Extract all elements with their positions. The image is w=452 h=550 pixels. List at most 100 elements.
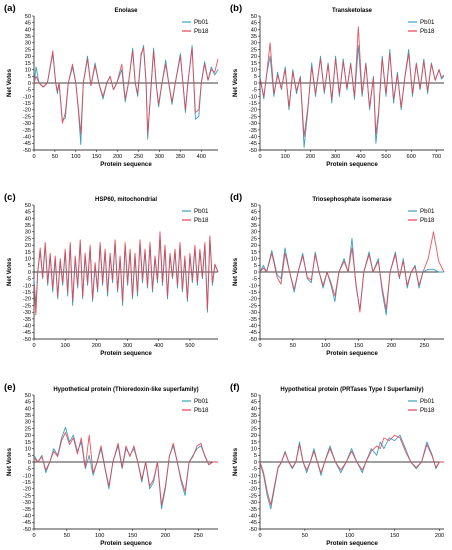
y-tick-label: 40 xyxy=(251,27,257,33)
y-tick-label: 5 xyxy=(28,453,31,459)
y-axis-label: Net Votes xyxy=(232,68,239,97)
y-tick-label: -5 xyxy=(26,88,31,94)
chart-panel-e: (e) Hypothetical protein (Thioredoxin-lik… xyxy=(4,382,218,547)
x-tick-label: 200 xyxy=(387,343,396,349)
y-tick-label: 15 xyxy=(251,61,257,67)
y-tick-label: 45 xyxy=(25,400,31,406)
y-tick-label: 50 xyxy=(25,203,31,209)
x-tick-label: 50 xyxy=(64,533,70,539)
x-tick-label: 700 xyxy=(432,154,441,160)
y-tick-label: 10 xyxy=(25,257,31,263)
x-tick-label: 100 xyxy=(345,533,354,539)
y-tick-label: -15 xyxy=(23,101,31,107)
chart-panel-b: (b) Transketolase-50-45-40-35-30-25-20-15… xyxy=(230,3,445,168)
chart-title: HSP60, mitochondrial xyxy=(95,197,157,203)
y-tick-label: -25 xyxy=(23,303,31,309)
x-tick-label: 100 xyxy=(281,154,290,160)
y-tick-label: -40 xyxy=(249,514,257,520)
x-tick-label: 150 xyxy=(92,154,101,160)
x-tick-label: 200 xyxy=(161,533,170,539)
legend-label: Pb01 xyxy=(194,19,209,26)
y-tick-label: 40 xyxy=(25,216,31,222)
y-tick-label: -25 xyxy=(23,493,31,499)
y-tick-label: 50 xyxy=(251,393,257,399)
y-axis-label: Net Votes xyxy=(6,68,13,97)
series-line-pb18 xyxy=(259,434,444,506)
y-tick-label: 30 xyxy=(251,420,257,426)
y-tick-label: 15 xyxy=(25,61,31,67)
y-tick-label: 20 xyxy=(251,433,257,439)
y-tick-label: 5 xyxy=(254,74,257,80)
y-tick-label: -40 xyxy=(249,135,257,141)
y-tick-label: 10 xyxy=(25,68,31,74)
y-tick-label: 20 xyxy=(25,54,31,60)
x-tick-label: 0 xyxy=(258,343,261,349)
y-tick-label: 50 xyxy=(25,393,31,399)
y-tick-label: 0 xyxy=(254,81,257,87)
y-tick-label: -30 xyxy=(23,310,31,316)
x-tick-label: 50 xyxy=(290,343,296,349)
y-tick-label: -40 xyxy=(23,324,31,330)
panel-label: (f) xyxy=(230,382,240,393)
y-tick-label: -25 xyxy=(23,114,31,120)
x-axis-label: Protein sequence xyxy=(326,540,378,547)
panel-label: (d) xyxy=(230,192,242,203)
y-tick-label: -25 xyxy=(249,303,257,309)
y-tick-label: -45 xyxy=(249,330,257,336)
y-tick-label: -45 xyxy=(23,141,31,147)
y-tick-label: 50 xyxy=(25,14,31,20)
legend-label: Pb01 xyxy=(420,208,435,215)
y-axis-label: Net Votes xyxy=(232,257,239,286)
y-tick-label: -45 xyxy=(249,520,257,526)
y-tick-label: 35 xyxy=(25,413,31,419)
y-tick-label: -50 xyxy=(23,337,31,343)
y-tick-label: -30 xyxy=(249,500,257,506)
y-tick-label: 50 xyxy=(251,203,257,209)
x-tick-label: 200 xyxy=(92,343,101,349)
x-tick-label: 300 xyxy=(155,154,164,160)
chart-title: Transketolase xyxy=(332,8,373,14)
y-tick-label: 30 xyxy=(25,420,31,426)
y-tick-label: -10 xyxy=(23,94,31,100)
y-tick-label: 5 xyxy=(254,453,257,459)
y-tick-label: 20 xyxy=(25,243,31,249)
x-tick-label: 150 xyxy=(128,533,137,539)
y-tick-label: -50 xyxy=(249,337,257,343)
y-tick-label: -10 xyxy=(249,283,257,289)
y-tick-label: -35 xyxy=(23,317,31,323)
y-tick-label: -20 xyxy=(249,108,257,114)
y-tick-label: -5 xyxy=(252,88,257,94)
y-tick-label: -30 xyxy=(249,310,257,316)
x-axis-label: Protein sequence xyxy=(100,540,152,547)
x-tick-label: 400 xyxy=(356,154,365,160)
panel-label: (e) xyxy=(4,382,16,393)
y-tick-label: -40 xyxy=(23,514,31,520)
y-tick-label: -50 xyxy=(249,527,257,533)
x-axis-label: Protein sequence xyxy=(326,161,378,168)
x-tick-label: 0 xyxy=(258,154,261,160)
y-tick-label: 25 xyxy=(251,426,257,432)
chart-panel-a: (a) Enolase-50-45-40-35-30-25-20-15-10-50… xyxy=(4,3,219,168)
legend-label: Pb01 xyxy=(194,208,209,215)
y-tick-label: -40 xyxy=(249,324,257,330)
y-tick-label: 50 xyxy=(251,14,257,20)
x-tick-label: 250 xyxy=(194,533,203,539)
y-tick-label: -15 xyxy=(249,290,257,296)
y-tick-label: -50 xyxy=(23,148,31,154)
legend-label: Pb01 xyxy=(194,398,209,405)
legend-label: Pb01 xyxy=(420,19,435,26)
x-tick-label: 400 xyxy=(197,154,206,160)
x-tick-label: 400 xyxy=(154,343,163,349)
y-tick-label: 35 xyxy=(251,223,257,229)
y-tick-label: -20 xyxy=(249,487,257,493)
y-tick-label: 30 xyxy=(251,230,257,236)
y-tick-label: -35 xyxy=(249,317,257,323)
x-axis-label: Protein sequence xyxy=(100,161,152,168)
x-tick-label: 100 xyxy=(95,533,104,539)
legend-label: Pb18 xyxy=(420,28,435,35)
y-tick-label: 5 xyxy=(28,74,31,80)
series-line-pb18 xyxy=(33,432,218,506)
y-tick-label: 5 xyxy=(254,263,257,269)
y-tick-label: -15 xyxy=(23,480,31,486)
y-tick-label: 0 xyxy=(254,460,257,466)
